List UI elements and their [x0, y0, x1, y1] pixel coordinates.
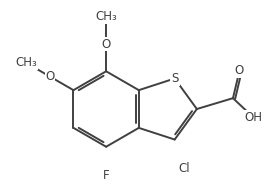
Text: O: O [235, 64, 244, 77]
Text: CH₃: CH₃ [95, 11, 117, 23]
Text: OH: OH [244, 111, 263, 124]
Text: O: O [102, 38, 111, 51]
Text: F: F [103, 169, 109, 181]
Text: S: S [171, 72, 178, 85]
Text: CH₃: CH₃ [16, 56, 37, 70]
Text: O: O [45, 70, 55, 83]
Text: Cl: Cl [178, 162, 190, 175]
